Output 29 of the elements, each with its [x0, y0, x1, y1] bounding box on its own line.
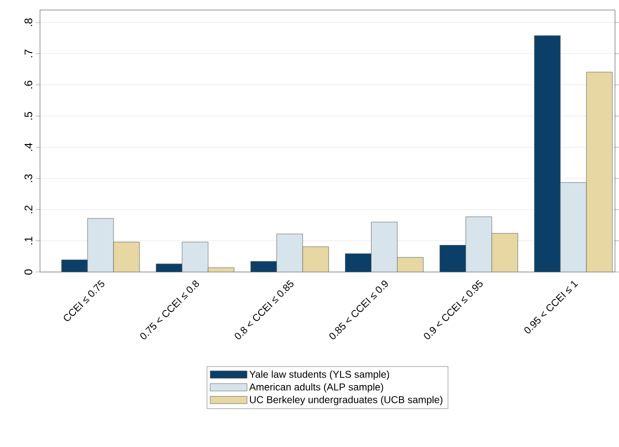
bar — [371, 222, 398, 272]
y-tick-label: .5 — [24, 112, 32, 120]
bar — [250, 261, 277, 272]
y-tick-label: .1 — [24, 236, 32, 244]
y-tick-label: .6 — [24, 80, 32, 88]
bar — [156, 264, 182, 272]
legend-label: Yale law students (YLS sample) — [249, 370, 390, 380]
bar — [440, 245, 466, 272]
y-tick-label: .2 — [24, 206, 32, 214]
bar — [466, 216, 492, 272]
legend-label: UC Berkeley undergraduates (UCB sample) — [250, 396, 442, 406]
bar — [62, 260, 88, 272]
bar — [302, 246, 329, 272]
bar — [534, 35, 561, 272]
bar — [88, 218, 114, 272]
legend-label: American adults (ALP sample) — [249, 383, 384, 392]
y-tick-label: 0 — [24, 269, 32, 275]
y-tick-label: .3 — [24, 174, 32, 182]
bar — [560, 182, 587, 272]
bar — [586, 72, 613, 272]
bar — [397, 257, 424, 272]
bar — [276, 234, 303, 272]
y-tick-label: .8 — [24, 18, 32, 26]
y-tick-label: .4 — [24, 142, 32, 151]
bar — [492, 233, 518, 272]
bar — [182, 242, 208, 272]
y-tick-label: .7 — [24, 50, 32, 58]
bar — [345, 254, 372, 272]
bar — [114, 242, 140, 272]
